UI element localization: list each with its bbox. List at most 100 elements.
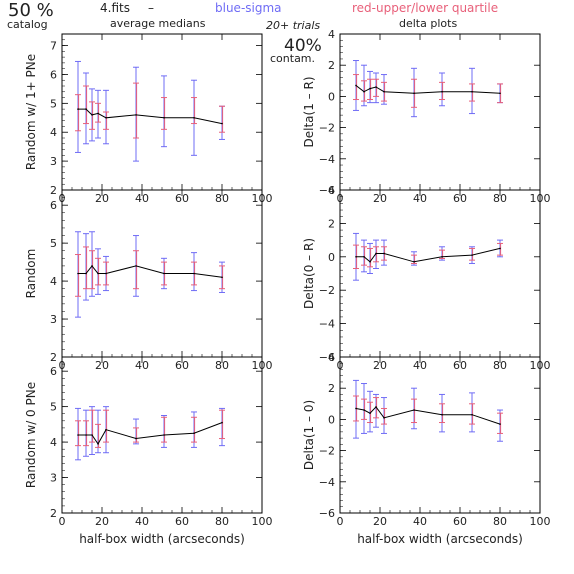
y-tick-label: −4 bbox=[319, 476, 335, 489]
median-line bbox=[78, 265, 223, 278]
median-point bbox=[383, 90, 385, 93]
y-tick-label: 3 bbox=[50, 313, 57, 326]
median-point bbox=[163, 116, 165, 119]
legend-blue-sigma: blue-sigma bbox=[215, 1, 282, 15]
median-point bbox=[363, 255, 365, 258]
y-tick-label: 2 bbox=[328, 382, 335, 395]
x-tick-label: 60 bbox=[453, 192, 467, 205]
median-point bbox=[355, 84, 357, 87]
x-tick-label: 60 bbox=[175, 192, 189, 205]
median-line bbox=[355, 406, 501, 425]
percent-label: 50 % bbox=[8, 0, 54, 21]
median-point bbox=[471, 254, 473, 256]
x-tick-label: 80 bbox=[215, 192, 229, 205]
y-tick-label: 3 bbox=[50, 155, 57, 168]
y-tick-label: −6 bbox=[319, 351, 335, 364]
median-point bbox=[77, 272, 79, 275]
x-tick-label: 100 bbox=[252, 515, 273, 528]
y-tick-label: 2 bbox=[50, 184, 57, 197]
median-point bbox=[369, 87, 371, 90]
x-tick-label: 40 bbox=[135, 192, 149, 205]
x-tick-label: 40 bbox=[135, 359, 149, 372]
median-line bbox=[355, 85, 501, 94]
median-point bbox=[193, 432, 195, 435]
y-tick-label: 2 bbox=[50, 507, 57, 520]
y-tick-label: −2 bbox=[319, 122, 335, 135]
fits-label: 4.fits bbox=[100, 1, 130, 15]
y-tick-label: −4 bbox=[319, 318, 335, 331]
legend-red-quartile: red-upper/lower quartile bbox=[352, 1, 498, 15]
x-tick-label: 20 bbox=[373, 359, 387, 372]
y-tick-label: 2 bbox=[328, 217, 335, 230]
y-tick-label: 2 bbox=[50, 351, 57, 364]
median-point bbox=[499, 423, 501, 425]
y-tick-label: 6 bbox=[50, 199, 57, 212]
median-point bbox=[91, 265, 93, 267]
y-axis-label: Delta(1 – 0) bbox=[302, 400, 316, 470]
x-tick-label: 60 bbox=[175, 515, 189, 528]
median-point bbox=[91, 114, 93, 116]
median-point bbox=[105, 428, 107, 431]
y-tick-label: 5 bbox=[50, 97, 57, 110]
median-point bbox=[97, 112, 99, 115]
contamination-percent: 40% bbox=[284, 36, 322, 56]
x-tick-label: 40 bbox=[135, 515, 149, 528]
median-point bbox=[369, 412, 371, 414]
median-point bbox=[413, 261, 415, 263]
x-tick-label: 20 bbox=[95, 192, 109, 205]
y-axis-label: Random w/ 1+ PNe bbox=[24, 54, 38, 170]
median-point bbox=[163, 434, 165, 436]
x-tick-label: 80 bbox=[493, 359, 507, 372]
median-point bbox=[105, 116, 107, 119]
y-tick-label: −2 bbox=[319, 284, 335, 297]
median-point bbox=[499, 247, 501, 250]
y-tick-label: 6 bbox=[50, 68, 57, 81]
y-axis-label: Random w/ 0 PNe bbox=[24, 382, 38, 488]
y-axis-label: Delta(1 – R) bbox=[302, 77, 316, 148]
median-point bbox=[135, 437, 137, 440]
y-tick-label: 4 bbox=[50, 436, 57, 449]
x-tick-label: 100 bbox=[530, 515, 551, 528]
median-point bbox=[441, 413, 443, 416]
x-tick-label: 60 bbox=[453, 515, 467, 528]
median-point bbox=[369, 261, 371, 263]
y-tick-label: −6 bbox=[319, 184, 335, 197]
y-tick-label: 6 bbox=[50, 365, 57, 378]
median-point bbox=[363, 90, 365, 93]
x-tick-label: 40 bbox=[413, 192, 427, 205]
median-point bbox=[193, 272, 195, 275]
median-point bbox=[383, 252, 385, 255]
chart-panel-p6: 0 20 40 60 80 100 −6 −4 −2 0 2 4 Delta(1 – 0) half-bo… bbox=[302, 351, 551, 546]
x-tick-label: 40 bbox=[413, 359, 427, 372]
y-tick-label: 4 bbox=[328, 184, 335, 197]
median-point bbox=[471, 90, 473, 93]
median-point bbox=[85, 108, 87, 110]
median-point bbox=[85, 434, 87, 436]
y-tick-label: 4 bbox=[328, 351, 335, 364]
median-line bbox=[78, 422, 223, 445]
y-tick-label: 4 bbox=[50, 126, 57, 139]
median-point bbox=[77, 108, 79, 110]
y-tick-label: −6 bbox=[319, 507, 335, 520]
x-tick-label: 0 bbox=[59, 515, 66, 528]
median-point bbox=[85, 272, 87, 275]
median-point bbox=[413, 92, 415, 95]
median-point bbox=[355, 407, 357, 410]
median-point bbox=[363, 409, 365, 411]
trials-label: 20+ trials bbox=[266, 19, 320, 32]
median-point bbox=[221, 276, 223, 279]
y-axis-label: Random bbox=[24, 249, 38, 299]
x-tick-label: 60 bbox=[175, 359, 189, 372]
y-axis-label: Delta(0 – R) bbox=[302, 238, 316, 309]
y-tick-label: 3 bbox=[50, 472, 57, 485]
y-tick-label: 5 bbox=[50, 237, 57, 250]
median-point bbox=[97, 272, 99, 275]
x-tick-label: 80 bbox=[215, 359, 229, 372]
y-tick-label: 2 bbox=[328, 59, 335, 72]
median-point bbox=[135, 265, 137, 267]
y-tick-label: 4 bbox=[328, 28, 335, 41]
plot-frame bbox=[339, 33, 541, 191]
